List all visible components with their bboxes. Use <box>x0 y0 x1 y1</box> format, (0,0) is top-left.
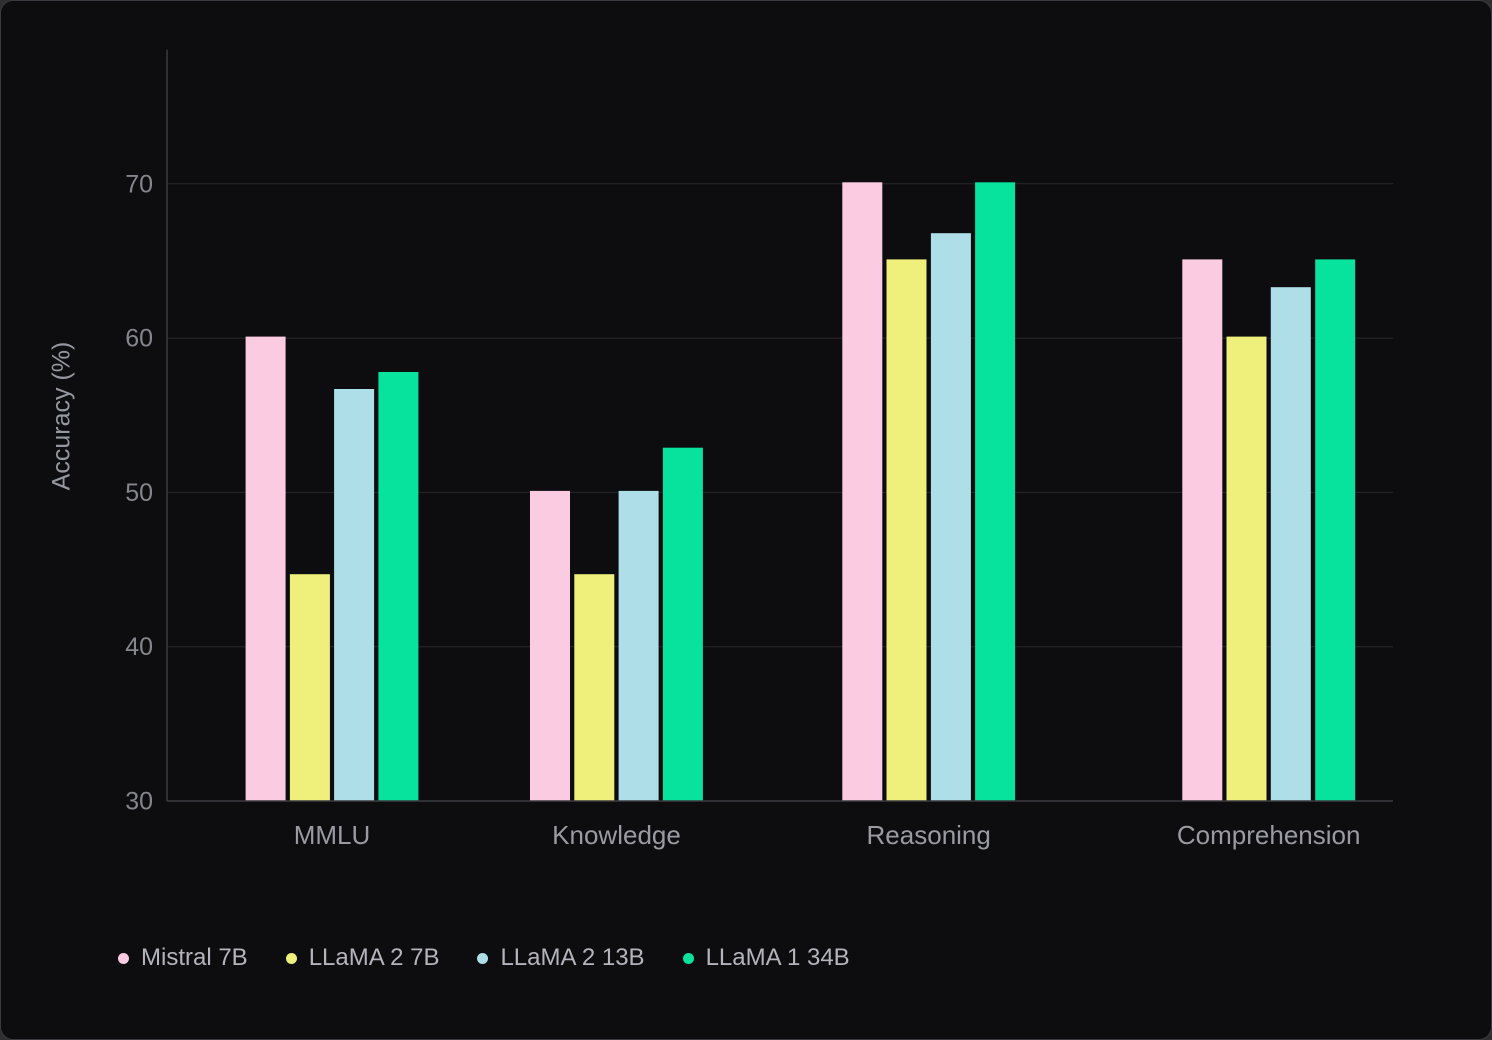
y-tick-label-40: 40 <box>125 633 153 661</box>
bar-mmlu-llama-2-7b <box>289 574 330 801</box>
y-tick-label-70: 70 <box>125 170 153 198</box>
bar-knowledge-llama-2-7b <box>574 574 615 801</box>
bar-mmlu-llama-2-13b <box>334 389 375 801</box>
legend-label: Mistral 7B <box>141 944 248 971</box>
bar-comprehension-mistral-7b <box>1182 259 1223 801</box>
y-tick-label-30: 30 <box>125 788 153 816</box>
bar-reasoning-llama-2-13b <box>930 233 971 801</box>
legend-item-llama-1-34b[interactable]: LLaMA 1 34B <box>682 944 850 971</box>
chart-legend: Mistral 7B LLaMA 2 7B LLaMA 2 13B LLaMA 1 3… <box>118 942 850 974</box>
bar-knowledge-mistral-7b <box>530 490 570 801</box>
legend-item-llama-2-7b[interactable]: LLaMA 2 7B <box>285 944 440 971</box>
legend-label: LLaMA 2 7B <box>308 944 440 971</box>
legend-item-llama-2-13b[interactable]: LLaMA 2 13B <box>477 944 645 971</box>
bar-comprehension-llama-1-34b <box>1315 259 1356 801</box>
legend-label: LLaMA 1 34B <box>705 944 850 971</box>
y-axis-title: Accuracy (%) <box>48 342 76 491</box>
y-tick-label-60: 60 <box>125 325 153 353</box>
x-tick-label-knowledge: Knowledge <box>552 820 681 850</box>
x-tick-label-comprehension: Comprehension <box>1177 820 1361 850</box>
bar-knowledge-llama-1-34b <box>662 447 703 801</box>
bar-knowledge-llama-2-13b <box>618 490 659 801</box>
llama-2-13b-legend-marker-icon <box>477 952 489 964</box>
bar-reasoning-llama-1-34b <box>975 182 1016 802</box>
x-tick-label-reasoning: Reasoning <box>867 820 991 850</box>
legend-item-mistral-7b[interactable]: Mistral 7B <box>118 946 248 970</box>
bar-mmlu-mistral-7b <box>245 336 286 801</box>
llama-2-7b-legend-marker-icon <box>285 952 297 964</box>
bar-reasoning-llama-2-7b <box>886 259 927 801</box>
bar-reasoning-mistral-7b <box>842 182 883 802</box>
mistral-7b-legend-marker-icon <box>118 952 129 964</box>
x-tick-label-mmlu: MMLU <box>294 820 371 850</box>
bar-mmlu-llama-1-34b <box>378 372 419 801</box>
bar-comprehension-llama-2-7b <box>1226 336 1267 801</box>
legend-label: LLaMA 2 13B <box>500 944 645 971</box>
y-tick-label-50: 50 <box>125 479 153 507</box>
bar-comprehension-llama-2-13b <box>1270 287 1311 801</box>
llama-1-34b-legend-marker-icon <box>682 952 694 964</box>
